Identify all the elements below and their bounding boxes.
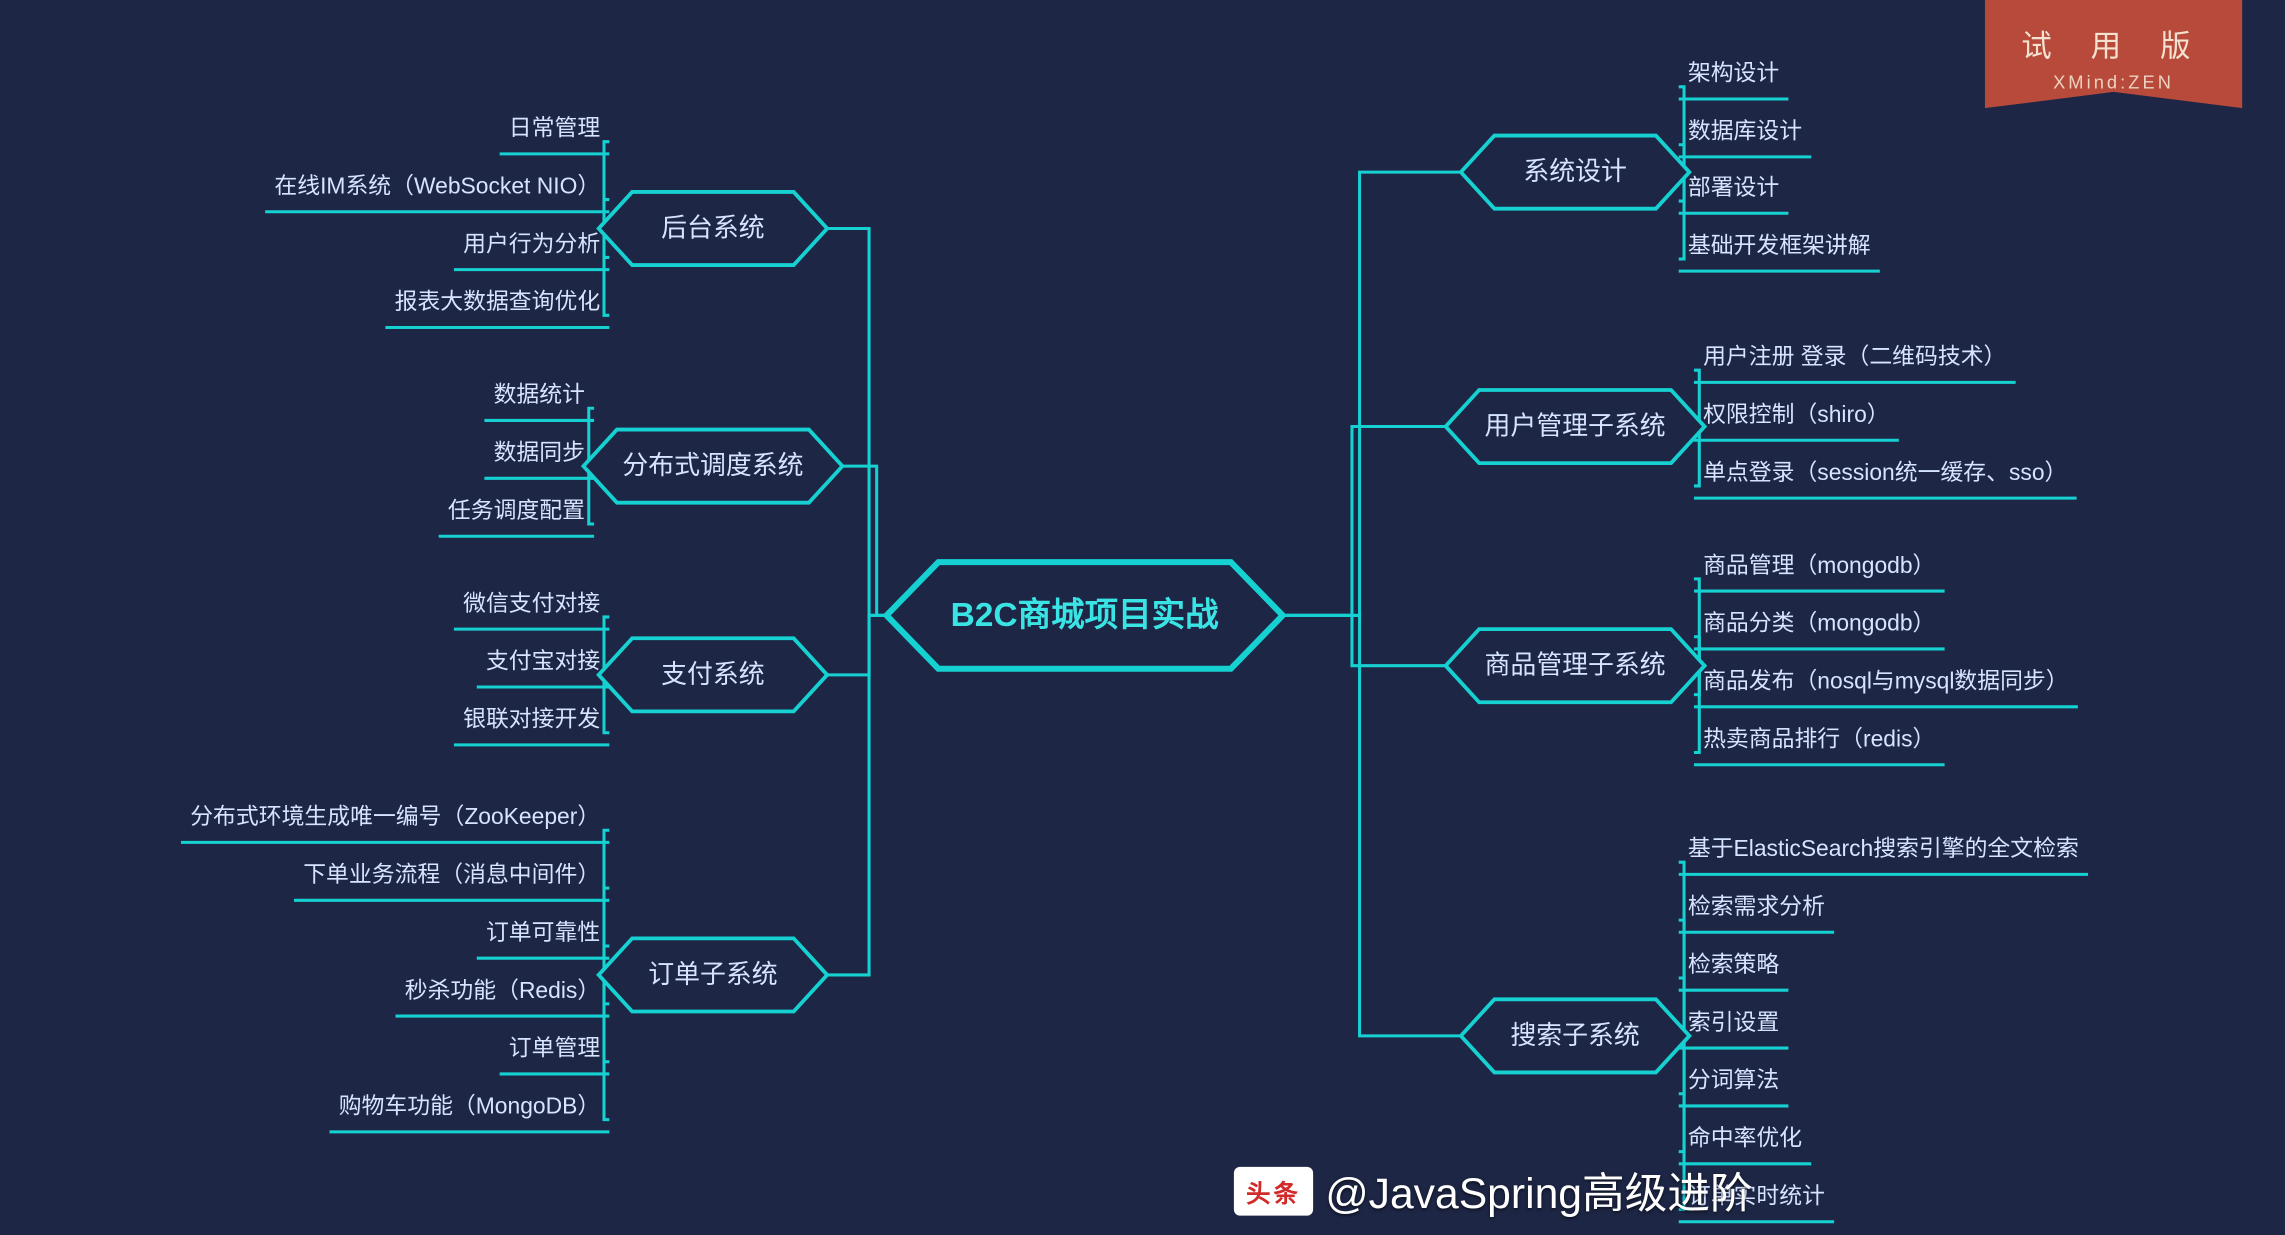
svg-layer: B2C商城项目实战 后台系统 日常管理在线IM系统（WebSocket NIO） 用户… [0,0,2285,1234]
branch-label-search: 搜索子系统 [1510,1021,1639,1050]
leaf-label[interactable]: 银联对接开发 [463,706,600,732]
leaf-label[interactable]: 架构设计 [1688,60,1779,86]
leaf-label[interactable]: 检索策略 [1688,951,1780,977]
leaf-label[interactable]: 秒杀功能（Redis） [405,977,600,1003]
leaf-label[interactable]: 订单管理 [509,1035,601,1061]
leaf-label[interactable]: 数据同步 [494,439,585,465]
leaf-label[interactable]: 用户行为分析 [463,230,600,256]
leaf-label[interactable]: 用户注册 登录（二维码技术） [1703,343,2006,369]
leaf-label[interactable]: 微信支付对接 [463,590,600,616]
leaf-label[interactable]: 分词算法 [1688,1067,1779,1093]
branch-label-payment: 支付系统 [661,660,765,689]
leaf-label[interactable]: 商品发布（nosql与mysql数据同步） [1703,668,2069,694]
branch-label-product: 商品管理子系统 [1485,651,1666,680]
leaf-label[interactable]: 单点登录（session统一缓存、sso） [1703,459,2067,485]
leaf-label[interactable]: 权限控制（shiro） [1703,401,1890,427]
leaf-label[interactable]: 商品分类（mongodb） [1703,610,1935,636]
center-label: B2C商城项目实战 [951,596,1220,634]
leaf-label[interactable]: 索引设置 [1688,1009,1779,1035]
leaf-label[interactable]: 命中率优化 [1688,1125,1802,1151]
leaf-label[interactable]: 下单业务流程（消息中间件） [303,861,600,887]
branch-label-order: 订单子系统 [648,960,777,989]
footer-badge: 头条 [1234,1167,1313,1216]
leaf-label[interactable]: 订单可靠性 [486,919,600,945]
leaf-label[interactable]: 热卖商品排行（redis） [1703,725,1935,751]
watermark-title: 试 用 版 [2021,21,2206,65]
leaf-label[interactable]: 部署设计 [1688,174,1779,200]
branch-label-scheduling: 分布式调度系统 [622,451,803,480]
leaf-label[interactable]: 支付宝对接 [486,648,600,674]
leaf-label[interactable]: 报表大数据查询优化 [395,288,601,314]
watermark-subtitle: XMind:ZEN [2021,72,2206,93]
branch-label-sysdesign: 系统设计 [1523,157,1627,186]
leaf-label[interactable]: 任务调度配置 [448,497,585,523]
footer-watermark: 头条 @JavaSpring高级进阶 [1234,1161,1753,1222]
leaf-label[interactable]: 分布式环境生成唯一编号（ZooKeeper） [190,803,600,829]
leaf-label[interactable]: 基于ElasticSearch搜索引擎的全文检索 [1688,835,2079,861]
footer-text: @JavaSpring高级进阶 [1325,1161,1752,1222]
leaf-label[interactable]: 基础开发框架讲解 [1688,232,1871,258]
leaf-label[interactable]: 在线IM系统（WebSocket NIO） [274,172,600,198]
leaf-label[interactable]: 商品管理（mongodb） [1703,552,1935,578]
leaf-label[interactable]: 购物车功能（MongoDB） [339,1093,601,1119]
mindmap-canvas: B2C商城项目实战 后台系统 日常管理在线IM系统（WebSocket NIO） 用户… [0,0,2285,1234]
leaf-label[interactable]: 检索需求分析 [1688,893,1825,919]
leaf-label[interactable]: 日常管理 [509,115,601,141]
branch-label-user: 用户管理子系统 [1485,412,1666,441]
leaf-label[interactable]: 数据统计 [494,381,585,407]
leaf-label[interactable]: 数据库设计 [1688,118,1802,144]
branch-label-backend: 后台系统 [661,214,765,243]
